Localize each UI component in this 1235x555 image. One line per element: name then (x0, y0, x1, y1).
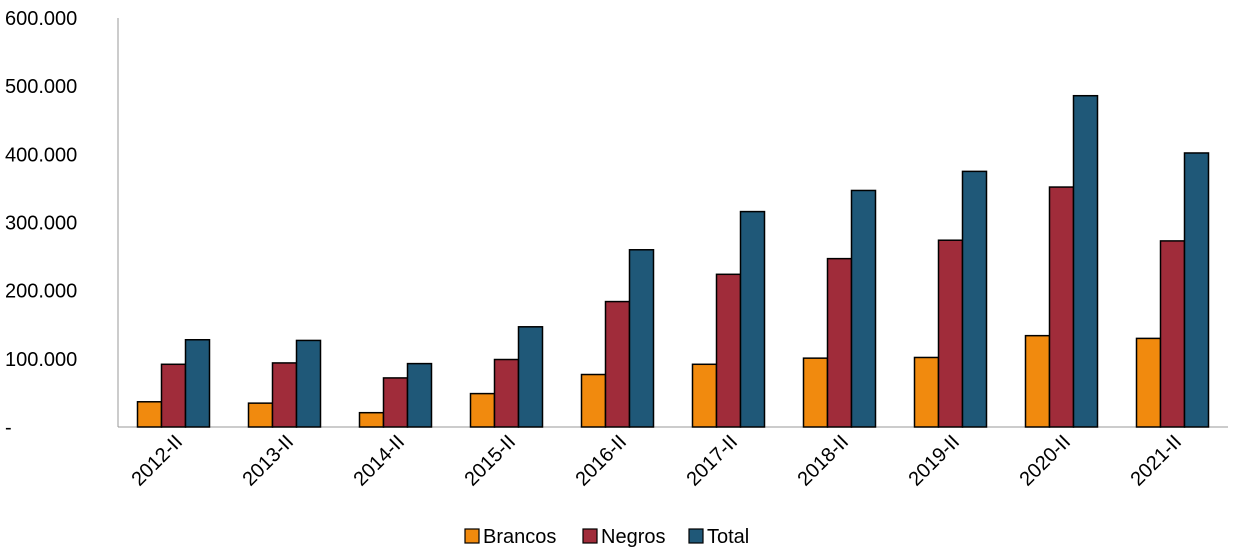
bar-negros-2016-II (604, 300, 631, 428)
x-tick-label: 2019-II (904, 431, 964, 491)
legend-swatch-negros (582, 528, 598, 544)
bar-brancos-2017-II (691, 363, 718, 428)
y-tick-label: 600.000 (5, 8, 77, 30)
legend-label-negros: Negros (601, 526, 665, 548)
bar-total-2012-II (184, 338, 211, 428)
bar-brancos-2012-II (136, 401, 163, 428)
bar-negros-2015-II (493, 358, 520, 428)
legend: Brancos Negros Total (464, 526, 749, 548)
bar-total-2019-II (961, 170, 988, 428)
legend-swatch-brancos (464, 528, 480, 544)
bar-brancos-2013-II (247, 402, 274, 428)
bar-total-2014-II (406, 362, 433, 428)
bar-negros-2014-II (382, 377, 409, 428)
x-tick-label: 2012-II (127, 431, 187, 491)
bar-negros-2018-II (826, 257, 853, 428)
x-axis-ticks: 2012-II 2013-II 2014-II 2015-II 2016-II 2017-… (127, 431, 1186, 491)
x-tick-label: 2016-II (571, 431, 631, 491)
legend-label-brancos: Brancos (483, 526, 556, 548)
bar-brancos-2019-II (913, 356, 940, 428)
bar-brancos-2018-II (802, 357, 829, 428)
y-tick-label: - (5, 417, 12, 439)
bar-brancos-2016-II (580, 373, 607, 428)
bar-brancos-2014-II (358, 411, 385, 428)
legend-label-total: Total (707, 526, 749, 548)
y-tick-label: 100.000 (5, 349, 77, 371)
bar-total-2013-II (295, 339, 322, 428)
x-tick-label: 2021-II (1126, 431, 1186, 491)
x-tick-label: 2018-II (793, 431, 853, 491)
bar-negros-2013-II (271, 362, 298, 428)
bar-total-2021-II (1183, 152, 1210, 428)
y-tick-label: 500.000 (5, 76, 77, 98)
bar-total-2017-II (739, 210, 766, 428)
bar-total-2016-II (628, 249, 655, 428)
legend-swatch-total (688, 528, 704, 544)
y-tick-label: 300.000 (5, 213, 77, 235)
bar-brancos-2015-II (469, 392, 496, 428)
y-tick-label: 400.000 (5, 144, 77, 166)
bar-total-2015-II (517, 326, 544, 428)
bar-negros-2017-II (715, 273, 742, 428)
bar-negros-2012-II (160, 363, 187, 428)
x-tick-label: 2013-II (238, 431, 298, 491)
x-tick-label: 2015-II (460, 431, 520, 491)
bar-total-2020-II (1072, 94, 1099, 428)
bars (136, 94, 1210, 428)
x-tick-label: 2020-II (1015, 431, 1075, 491)
y-axis-ticks: - 100.000 200.000 300.000 400.000 500.000 600.… (5, 8, 77, 439)
y-tick-label: 200.000 (5, 281, 77, 303)
bar-brancos-2020-II (1024, 334, 1051, 428)
x-tick-label: 2014-II (349, 431, 409, 491)
bar-total-2018-II (850, 189, 877, 428)
bar-negros-2021-II (1159, 240, 1186, 428)
bar-brancos-2021-II (1135, 337, 1162, 428)
x-tick-label: 2017-II (682, 431, 742, 491)
bar-negros-2019-II (937, 239, 964, 428)
bar-negros-2020-II (1048, 186, 1075, 428)
